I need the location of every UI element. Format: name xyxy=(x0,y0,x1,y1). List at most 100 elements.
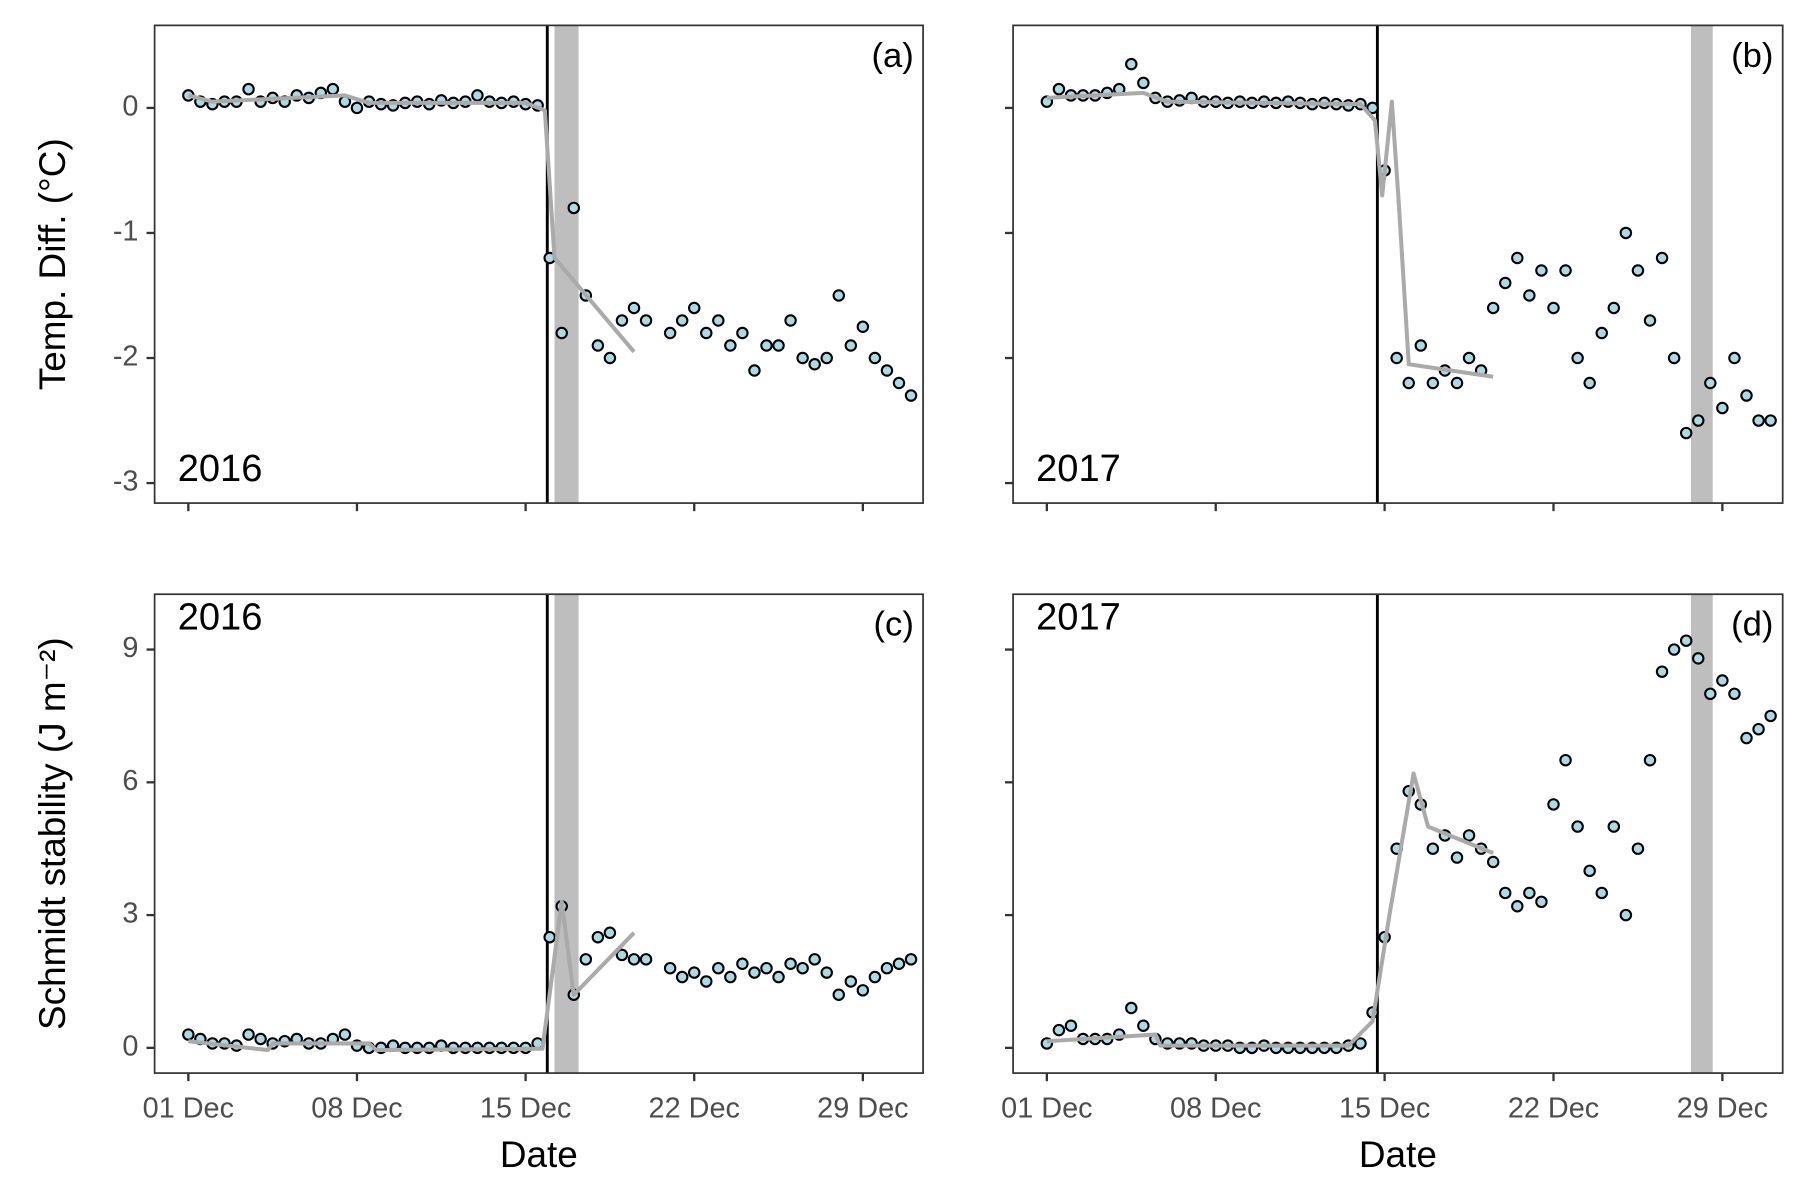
data-point xyxy=(1450,851,1464,864)
data-point xyxy=(1511,900,1524,913)
x-axis-title: Date xyxy=(1359,1134,1437,1175)
data-point xyxy=(796,961,809,975)
data-point xyxy=(1643,753,1657,767)
data-point xyxy=(1559,264,1572,277)
x-tick-label: 08 Dec xyxy=(311,1093,402,1125)
data-point xyxy=(700,326,713,340)
data-point xyxy=(1499,276,1512,290)
data-point xyxy=(182,1028,195,1041)
data-point xyxy=(1499,886,1512,900)
x-tick-label: 01 Dec xyxy=(1001,1093,1092,1125)
data-point xyxy=(687,966,701,979)
data-point xyxy=(591,930,605,944)
data-point xyxy=(1619,908,1633,922)
data-point xyxy=(687,301,701,315)
data-point xyxy=(1125,57,1138,71)
data-point xyxy=(868,351,882,365)
data-point xyxy=(1426,842,1440,855)
data-point xyxy=(1655,251,1669,265)
y-axis-title: Temp. Diff. (°C) xyxy=(32,138,73,390)
data-point xyxy=(567,201,581,215)
data-point xyxy=(1390,351,1403,365)
data-point xyxy=(1752,722,1765,736)
data-point xyxy=(627,301,641,315)
data-point xyxy=(254,1032,267,1046)
data-point xyxy=(784,314,797,327)
data-point xyxy=(1547,301,1560,315)
trend-line xyxy=(188,899,636,1053)
data-point xyxy=(675,970,689,984)
data-point xyxy=(856,984,870,997)
x-axis-title: Date xyxy=(500,1134,578,1175)
data-point xyxy=(1752,414,1765,427)
data-point xyxy=(904,953,918,966)
data-point xyxy=(1486,855,1500,869)
data-point xyxy=(1728,687,1741,701)
data-point xyxy=(603,351,617,365)
data-point xyxy=(639,314,653,327)
y-tick-label: -3 xyxy=(113,466,139,498)
data-point xyxy=(615,948,629,962)
trend-line xyxy=(1046,771,1494,1048)
data-point xyxy=(1571,351,1584,365)
data-point xyxy=(748,364,761,377)
panel-label: (b) xyxy=(1731,37,1773,75)
data-point xyxy=(326,82,340,96)
data-point xyxy=(242,1028,255,1041)
x-tick-label: 22 Dec xyxy=(1508,1093,1599,1125)
x-tick-label: 01 Dec xyxy=(143,1093,234,1125)
data-point xyxy=(1523,886,1536,900)
data-point xyxy=(1462,829,1476,842)
data-point xyxy=(1583,864,1596,878)
data-point xyxy=(1052,1023,1066,1037)
data-point xyxy=(712,314,725,327)
data-point xyxy=(1354,1037,1367,1050)
data-point xyxy=(1704,376,1717,390)
data-point xyxy=(820,351,833,365)
y-tick-label: -1 xyxy=(113,216,139,248)
data-point xyxy=(1607,301,1621,315)
panel-border xyxy=(153,593,924,1074)
data-point xyxy=(736,326,749,340)
data-point xyxy=(832,988,845,1001)
data-point xyxy=(1667,351,1681,365)
data-point xyxy=(880,961,894,975)
data-point xyxy=(471,89,484,102)
data-point xyxy=(856,320,870,333)
data-point xyxy=(892,376,906,390)
event-shade xyxy=(554,594,579,1074)
y-tick-label: 0 xyxy=(122,1030,138,1062)
data-point xyxy=(1547,798,1560,811)
data-point xyxy=(844,975,858,988)
data-point xyxy=(603,926,617,940)
data-point xyxy=(712,961,725,975)
data-point xyxy=(1137,1019,1150,1032)
year-label: 2016 xyxy=(178,597,263,639)
data-point xyxy=(868,970,882,984)
data-point xyxy=(1655,665,1669,678)
data-point xyxy=(627,953,641,966)
data-point xyxy=(615,314,629,327)
data-point xyxy=(350,101,364,115)
data-point xyxy=(639,953,653,966)
trend-line xyxy=(187,93,636,354)
panel-border xyxy=(153,24,924,504)
data-point xyxy=(1764,709,1777,723)
data-point xyxy=(724,339,737,352)
panel-border xyxy=(1012,24,1784,504)
data-point xyxy=(1414,339,1428,352)
data-point xyxy=(663,961,677,975)
data-point xyxy=(772,339,785,352)
year-label: 2017 xyxy=(1036,597,1121,639)
data-point xyxy=(1511,251,1524,265)
panel-border xyxy=(1012,593,1784,1074)
data-point xyxy=(1692,414,1705,427)
y-tick-label: 0 xyxy=(122,91,138,123)
data-point xyxy=(784,957,797,970)
x-tick-label: 22 Dec xyxy=(649,1093,740,1125)
data-point xyxy=(1692,652,1705,665)
data-point xyxy=(338,1028,352,1041)
data-point xyxy=(1535,895,1548,909)
data-point xyxy=(796,351,809,365)
